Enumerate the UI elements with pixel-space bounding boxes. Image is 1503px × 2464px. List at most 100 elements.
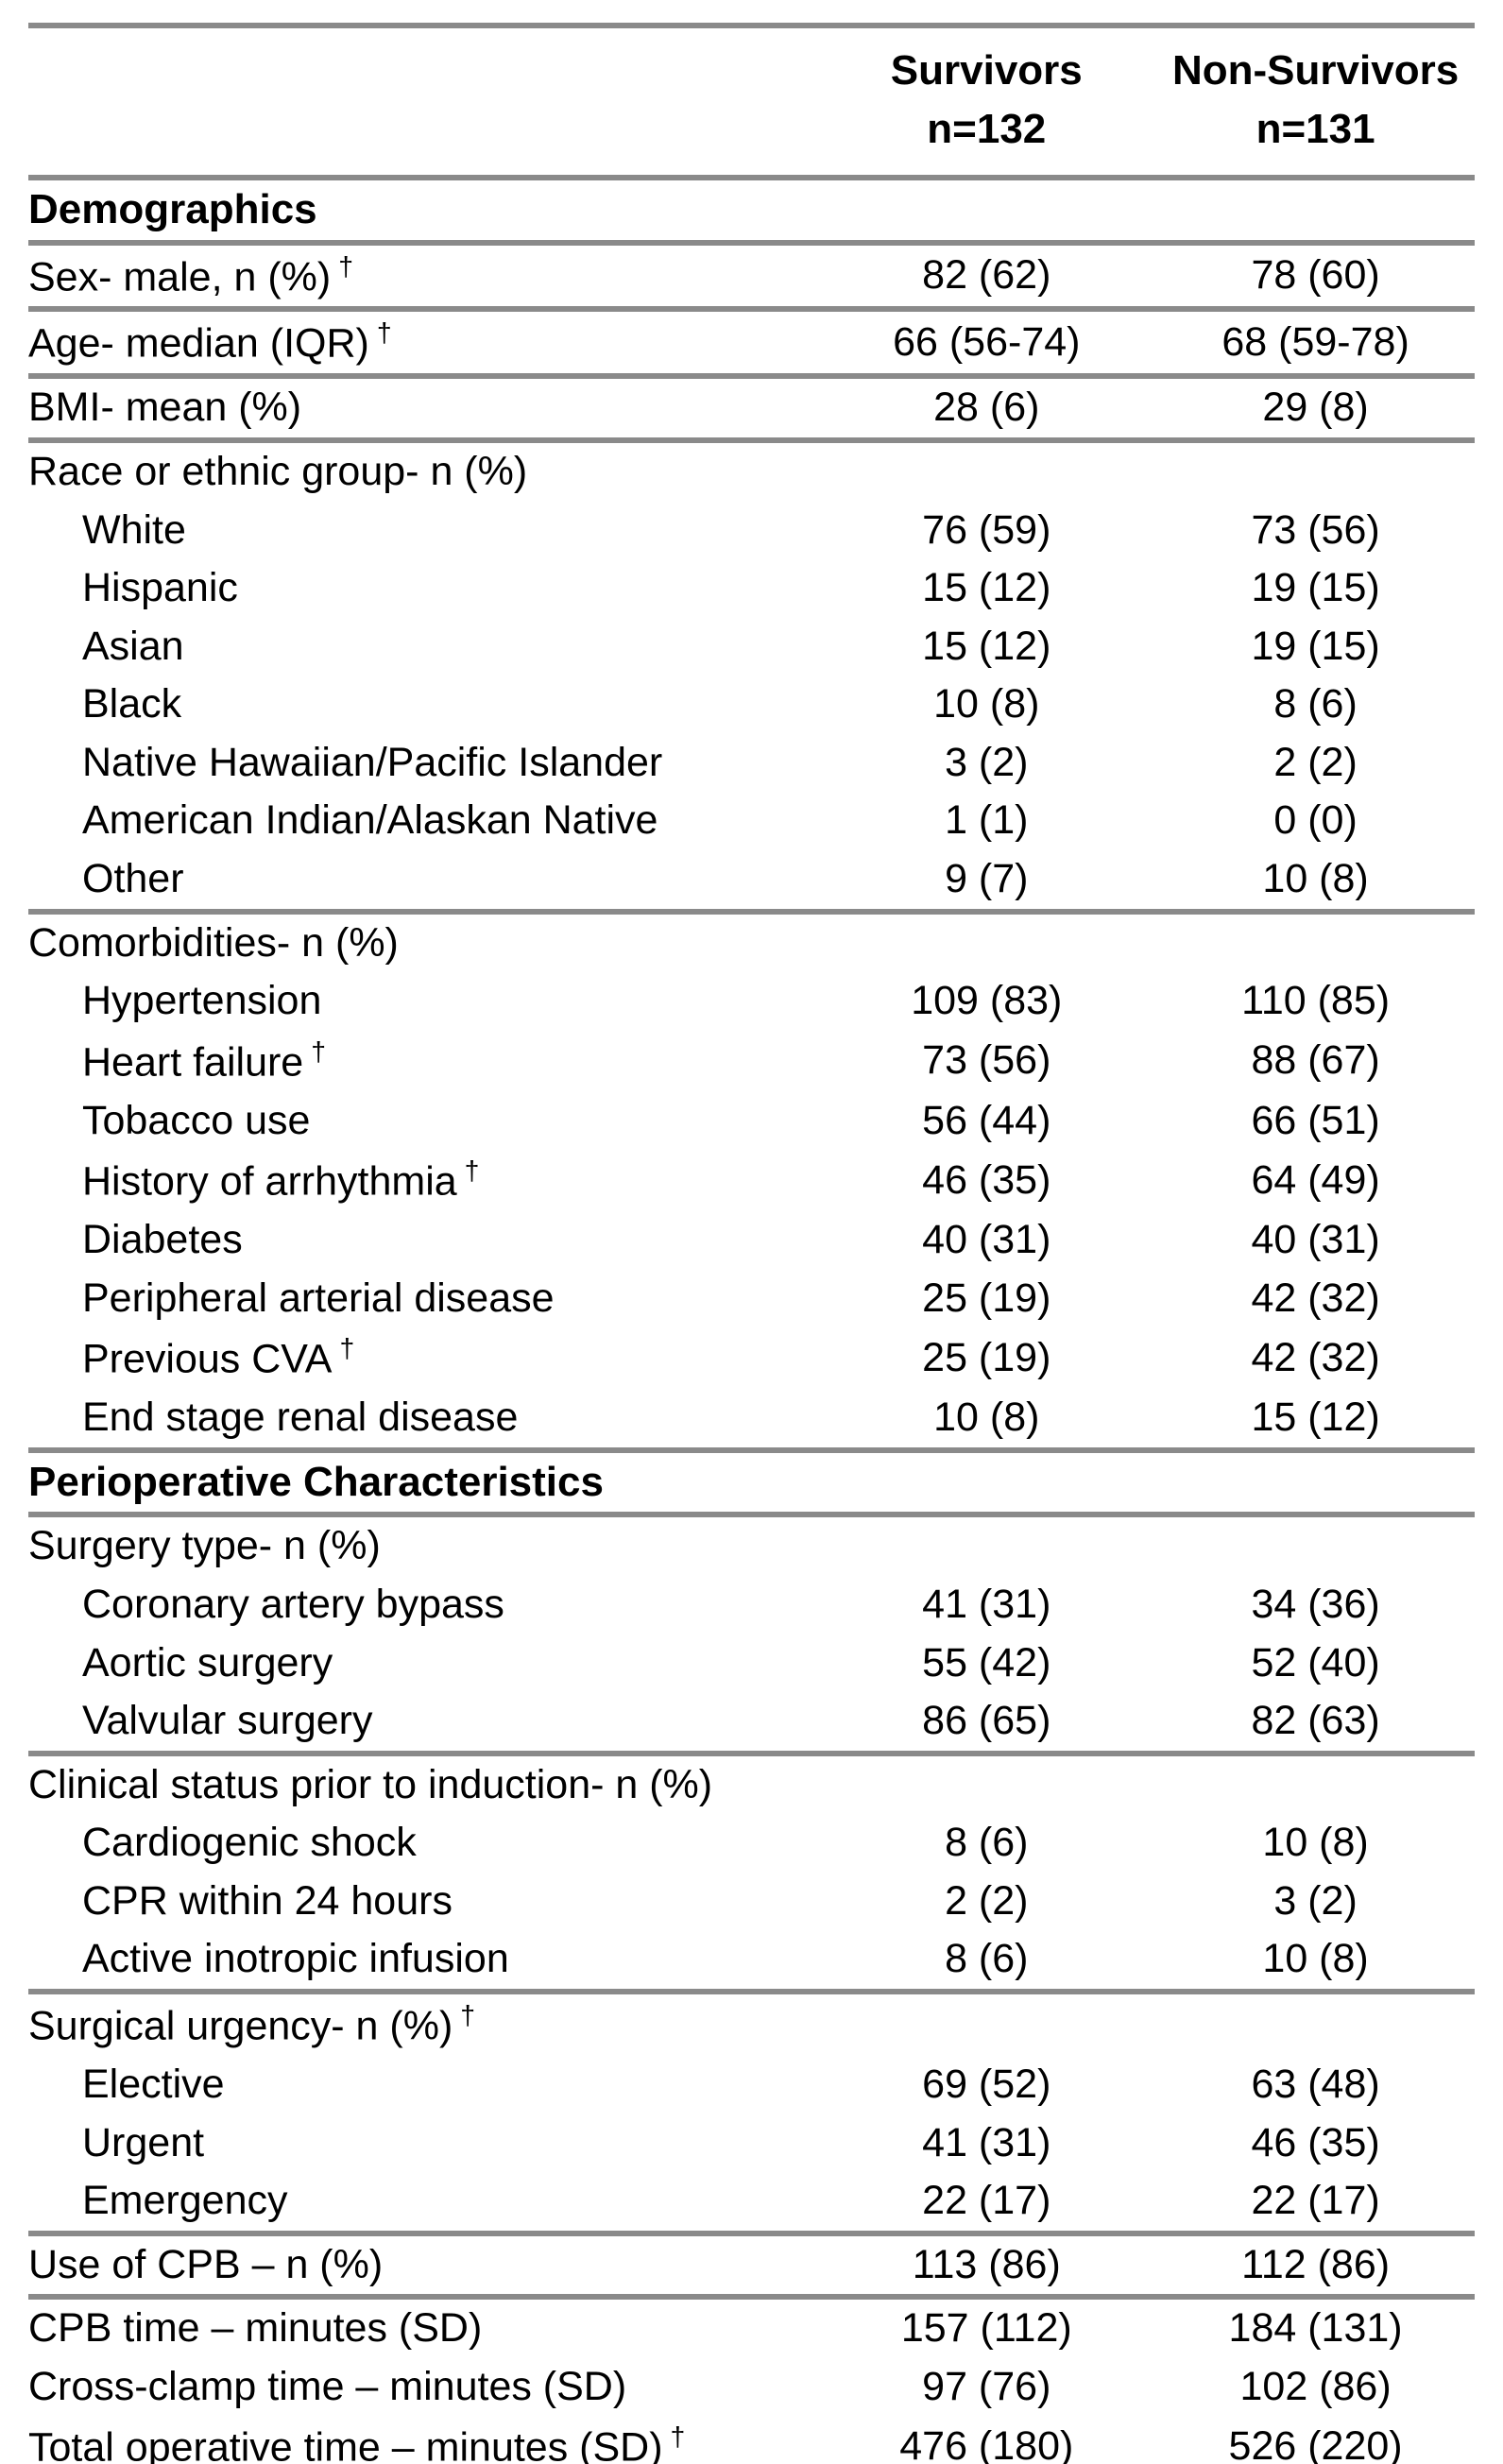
value-cell-survivors: 25 (19)	[922, 1275, 1051, 1321]
table-row: CPR within 24 hours 2 (2) 3 (2)	[28, 1873, 1475, 1931]
row-label-cell: BMI- mean (%)	[28, 376, 817, 443]
row-label: Total operative time – minutes (SD)	[28, 2424, 663, 2464]
row-label-cell: Black	[28, 676, 816, 734]
value-cell-survivors: 476 (180)	[816, 2416, 1157, 2464]
table-row: White 76 (59) 73 (56)	[28, 502, 1475, 560]
value-cell-nonsurvivors: 22 (17)	[1156, 2172, 1475, 2236]
value-cell-survivors: 2 (2)	[945, 1877, 1029, 1924]
table-row: Surgical urgency- n (%) †	[28, 1992, 1475, 2056]
value-cell-survivors: 76 (59)	[922, 506, 1051, 553]
table-row: Tobacco use 56 (44) 66 (51)	[28, 1092, 1475, 1151]
value-cell-nonsurvivors: 19 (15)	[1251, 623, 1380, 669]
header-nonsurvivors-title: Non-Survivors	[1172, 47, 1460, 94]
table-row: Hispanic 15 (12) 19 (15)	[28, 559, 1475, 618]
value-cell-survivors: 10 (8)	[816, 1389, 1157, 1453]
row-label: Tobacco use	[82, 1097, 311, 1143]
dagger-footnote-icon: †	[338, 251, 353, 282]
row-label: Black	[82, 681, 182, 727]
value-cell-survivors: 66 (56-74)	[816, 309, 1157, 380]
value-cell-survivors: 113 (86)	[816, 2233, 1157, 2301]
value-cell-survivors: 15 (12)	[922, 623, 1051, 669]
value-cell-survivors: 10 (8)	[933, 681, 1040, 727]
row-label: Clinical status prior to induction- n (%…	[28, 1761, 713, 1807]
patient-characteristics-table: Survivors n=132 Non-Survivors n=131 Demo…	[28, 23, 1475, 2464]
row-label: End stage renal disease	[82, 1395, 519, 1441]
table-body: Demographics Sex- male, n (%) † 82 (62) 78 (…	[28, 177, 1475, 2464]
row-label-cell: Emergency	[28, 2172, 817, 2236]
value-cell-survivors: 41 (31)	[922, 1581, 1051, 1627]
row-label: Active inotropic infusion	[82, 1936, 509, 1982]
header-nonsurvivors-count: n=131	[1255, 106, 1375, 153]
row-label-cell: Hypertension	[28, 972, 816, 1031]
row-label-cell: Cardiogenic shock	[28, 1814, 816, 1873]
row-label: CPR within 24 hours	[82, 1877, 453, 1924]
value-cell-nonsurvivors: 19 (15)	[1251, 565, 1380, 611]
row-label: Valvular surgery	[82, 1698, 373, 1744]
row-label: Surgical urgency- n (%)	[28, 2003, 453, 2049]
table-row: Clinical status prior to induction- n (%…	[28, 1754, 1475, 1815]
row-label: Asian	[82, 623, 184, 669]
value-cell-nonsurvivors: 42 (32)	[1251, 1275, 1380, 1321]
row-label: Emergency	[82, 2178, 288, 2224]
row-label-cell: Sex- male, n (%) †	[28, 242, 817, 313]
table-row: Heart failure † 73 (56) 88 (67)	[28, 1031, 1475, 1092]
row-label: Hypertension	[82, 978, 322, 1024]
row-label-cell: Perioperative Characteristics	[28, 1449, 817, 1518]
value-cell-survivors: 157 (112)	[900, 2305, 1072, 2352]
row-label-cell: History of arrhythmia †	[28, 1150, 816, 1211]
row-label: Cardiogenic shock	[82, 1820, 417, 1866]
value-cell-nonsurvivors: 2 (2)	[1273, 739, 1358, 785]
table-row: Elective 69 (52) 63 (48)	[28, 2056, 1475, 2114]
dagger-footnote-icon: †	[460, 2001, 476, 2032]
row-label: Surgery type- n (%)	[28, 1523, 381, 1569]
row-label: Coronary artery bypass	[82, 1581, 504, 1627]
table-row: Black 10 (8) 8 (6)	[28, 676, 1475, 734]
row-label-cell: CPB time – minutes (SD)	[28, 2297, 816, 2358]
row-label: Sex- male, n (%)	[28, 253, 332, 299]
value-cell-survivors: 22 (17)	[816, 2172, 1157, 2236]
value-cell-nonsurvivors: 10 (8)	[1156, 1930, 1475, 1994]
value-cell-nonsurvivors	[1156, 1754, 1475, 1815]
value-cell-nonsurvivors: 184 (131)	[1228, 2305, 1403, 2352]
section-header-row: Perioperative Characteristics	[28, 1449, 1475, 1518]
table-row: Total operative time – minutes (SD) † 476 …	[28, 2416, 1475, 2464]
value-cell-survivors: 28 (6)	[816, 376, 1157, 443]
row-label-cell: Native Hawaiian/Pacific Islander	[28, 734, 816, 793]
table-row: Coronary artery bypass 41 (31) 34 (36)	[28, 1576, 1475, 1634]
row-label-cell: American Indian/Alaskan Native	[28, 792, 816, 850]
row-label: Diabetes	[82, 1217, 243, 1263]
table-row: Previous CVA † 25 (19) 42 (32)	[28, 1327, 1475, 1389]
value-cell-nonsurvivors: 29 (8)	[1156, 376, 1475, 443]
section-header-row: Demographics	[28, 177, 1475, 246]
value-cell-survivors: 97 (76)	[922, 2363, 1051, 2409]
row-label: BMI- mean (%)	[28, 385, 302, 431]
value-cell-nonsurvivors: 42 (32)	[1251, 1334, 1380, 1380]
dagger-footnote-icon: †	[670, 2422, 686, 2454]
value-cell-nonsurvivors: 78 (60)	[1156, 242, 1475, 313]
dagger-footnote-icon: †	[311, 1036, 326, 1068]
row-label-cell: Tobacco use	[28, 1092, 816, 1151]
value-cell-nonsurvivors: 10 (8)	[1262, 1820, 1369, 1866]
value-cell-survivors: 56 (44)	[922, 1097, 1051, 1143]
value-cell-nonsurvivors: 0 (0)	[1273, 797, 1358, 844]
row-label: Race or ethnic group- n (%)	[28, 448, 528, 494]
table-row: Cross-clamp time – minutes (SD) 97 (76) 10…	[28, 2358, 1475, 2417]
table-row: Asian 15 (12) 19 (15)	[28, 618, 1475, 676]
value-cell-nonsurvivors: 8 (6)	[1273, 681, 1358, 727]
value-cell-nonsurvivors: 66 (51)	[1251, 1097, 1380, 1143]
row-label: Age- median (IQR)	[28, 320, 369, 367]
table-row: BMI- mean (%) 28 (6) 29 (8)	[28, 376, 1475, 443]
table-row: Use of CPB – n (%) 113 (86) 112 (86)	[28, 2233, 1475, 2301]
value-cell-survivors	[816, 177, 1157, 246]
value-cell-survivors	[816, 1514, 1156, 1576]
row-label-cell: Age- median (IQR) †	[28, 309, 817, 380]
row-label-cell: Diabetes	[28, 1211, 816, 1270]
row-label-cell: Active inotropic infusion	[28, 1930, 817, 1994]
value-cell-nonsurvivors: 15 (12)	[1156, 1389, 1475, 1453]
table-row: Active inotropic infusion 8 (6) 10 (8)	[28, 1930, 1475, 1994]
row-label: Previous CVA	[82, 1336, 333, 1382]
table-row: Age- median (IQR) † 66 (56-74) 68 (59-78)	[28, 309, 1475, 380]
table-row: Diabetes 40 (31) 40 (31)	[28, 1211, 1475, 1270]
row-label-cell: Asian	[28, 618, 816, 676]
row-label: Demographics	[28, 185, 317, 232]
